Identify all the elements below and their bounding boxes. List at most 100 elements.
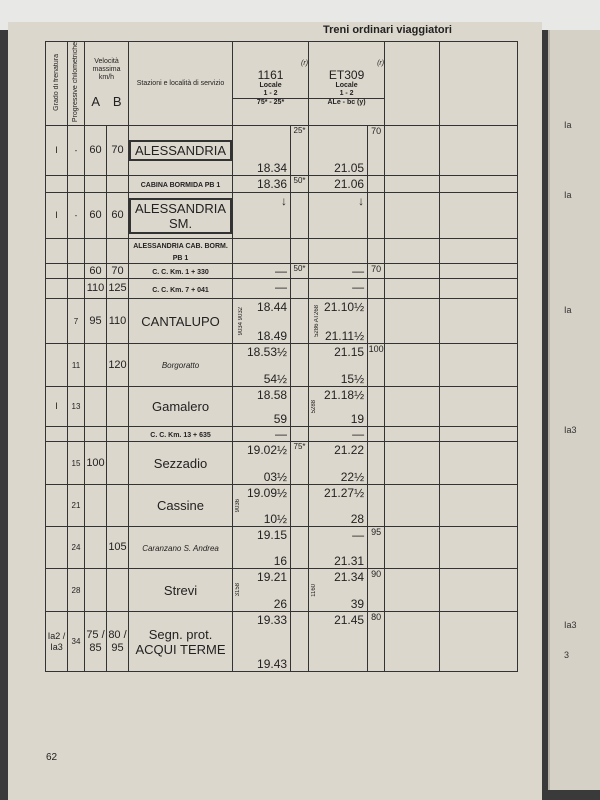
empty-column xyxy=(439,441,519,486)
speed-limit xyxy=(367,441,386,486)
table-row: 60 70 C. C. Km. 1 + 330 — 50* — 70 xyxy=(45,263,519,280)
station-name: CABINA BORMIDA PB 1 xyxy=(127,175,234,194)
grade-cell: I xyxy=(45,386,68,428)
train-1161-times: 18.34 xyxy=(232,125,292,177)
n1: 50* xyxy=(293,176,306,186)
grade-cell: I xyxy=(45,192,68,240)
empty-column xyxy=(384,175,441,194)
speed-note xyxy=(290,278,310,300)
train-1161-times: 19.15 16 xyxy=(232,526,292,570)
arrival: — xyxy=(352,279,365,294)
km: - xyxy=(74,146,78,156)
a: 110 xyxy=(86,282,105,295)
departure: 21.11½ xyxy=(324,328,365,343)
departure: 18.34 xyxy=(257,160,288,175)
speed-limit xyxy=(367,298,386,345)
table-row: I 13 Gamalero 18.58 59 5288 21.18½ 19 xyxy=(45,386,519,428)
timetable-page: Treni ordinari viaggiatori Grado di fren… xyxy=(8,22,542,800)
header-speed-a: A xyxy=(91,94,101,110)
departure: 19.43 xyxy=(257,656,288,671)
b: 70 xyxy=(111,264,124,277)
grade-cell: I xyxy=(45,125,68,177)
arrival: 19.02½ xyxy=(247,442,288,457)
speed-limit: 90 xyxy=(367,568,386,613)
s2: 70 xyxy=(371,126,382,137)
speed-limit: 70 xyxy=(367,125,386,177)
grade-cell xyxy=(45,568,68,613)
speed-limit: 100 xyxy=(367,343,386,388)
empty-column xyxy=(439,611,519,673)
train-note: 75* - 25* xyxy=(233,98,309,107)
speed-b-cell xyxy=(106,426,129,443)
arrival: — xyxy=(352,527,365,542)
station-name: Sezzadio xyxy=(127,441,234,486)
train-1161-times: 9034 9032 18.44 18.49 xyxy=(232,298,292,345)
arrival: 21.06 xyxy=(334,176,365,191)
km-cell xyxy=(67,263,85,280)
train-1161-times: 9036 19.09½ 10½ xyxy=(232,484,292,528)
arrival: — xyxy=(275,427,288,442)
km-cell xyxy=(67,426,85,443)
speed-note: 50* xyxy=(290,263,310,280)
km-cell: 13 xyxy=(67,386,85,428)
speed-b-cell xyxy=(106,175,129,194)
table-row: 11 120 Borgoratto 18.53½ 54½ 21.15 15½ 100 xyxy=(45,343,519,388)
km-cell xyxy=(67,278,85,300)
km: - xyxy=(74,211,78,221)
empty-column xyxy=(439,426,519,443)
empty-column xyxy=(439,263,519,280)
speed-note xyxy=(290,526,310,570)
station: Sezzadio xyxy=(153,455,208,471)
arrival: 21.18½ xyxy=(324,387,365,402)
speed-a-cell xyxy=(84,343,107,388)
arrival: 21.45 xyxy=(334,612,365,627)
speed-a-cell xyxy=(84,175,107,194)
speed-a-cell xyxy=(84,426,107,443)
km-cell: - xyxy=(67,192,85,240)
km: 13 xyxy=(71,402,81,412)
km-cell: 24 xyxy=(67,526,85,570)
empty-column xyxy=(439,278,519,300)
s2: 90 xyxy=(371,569,382,580)
km-cell: 34 xyxy=(67,611,85,673)
grade-cell xyxy=(45,484,68,528)
arrival: 18.58 xyxy=(257,387,288,402)
arrival: 21.15 xyxy=(334,344,365,359)
departure: 21.05 xyxy=(334,160,365,175)
empty-column xyxy=(439,192,519,240)
b: 60 xyxy=(111,209,124,222)
station: ALESSANDRIA CAB. BORM. PB 1 xyxy=(133,243,228,263)
header-grade-label: Grado di frenatura xyxy=(52,53,60,111)
train-type: Locale xyxy=(335,82,358,90)
departure: 15½ xyxy=(340,371,365,386)
speed-a-cell xyxy=(84,484,107,528)
train-et309-times: 21.05 xyxy=(308,125,369,177)
station: Borgoratto xyxy=(161,361,200,371)
speed-limit xyxy=(367,192,386,240)
table-row: C. C. Km. 13 + 635 — — xyxy=(45,426,519,443)
arrival: — xyxy=(275,264,288,279)
speed-limit xyxy=(367,386,386,428)
table-row: ALESSANDRIA CAB. BORM. PB 1 xyxy=(45,238,519,265)
station-name: C. C. Km. 13 + 635 xyxy=(127,426,234,443)
arrival: 19.33 xyxy=(257,612,288,627)
departure: 10½ xyxy=(263,511,288,526)
train-et309-times: 5286 AT268 21.10½ 21.11½ xyxy=(308,298,369,345)
empty-column xyxy=(384,298,441,345)
station: C. C. Km. 13 + 635 xyxy=(150,432,211,440)
station-name: ALESSANDRIA SM. xyxy=(127,192,234,240)
departure: 03½ xyxy=(263,469,288,484)
right-page-label: Ia xyxy=(564,120,572,130)
section-title: Treni ordinari viaggiatori xyxy=(323,24,452,36)
km-cell: 15 xyxy=(67,441,85,486)
table-row: CABINA BORMIDA PB 1 18.36 50* 21.06 xyxy=(45,175,519,194)
station-name: Cassine xyxy=(127,484,234,528)
speed-note xyxy=(290,238,310,265)
empty-column xyxy=(439,175,519,194)
header-grade: Grado di frenatura xyxy=(45,40,68,127)
station-name: ALESSANDRIA xyxy=(127,125,234,177)
speed-b-cell xyxy=(106,386,129,428)
station-name: ALESSANDRIA CAB. BORM. PB 1 xyxy=(127,238,234,265)
a: 60 xyxy=(89,264,102,277)
grade-cell xyxy=(45,175,68,194)
